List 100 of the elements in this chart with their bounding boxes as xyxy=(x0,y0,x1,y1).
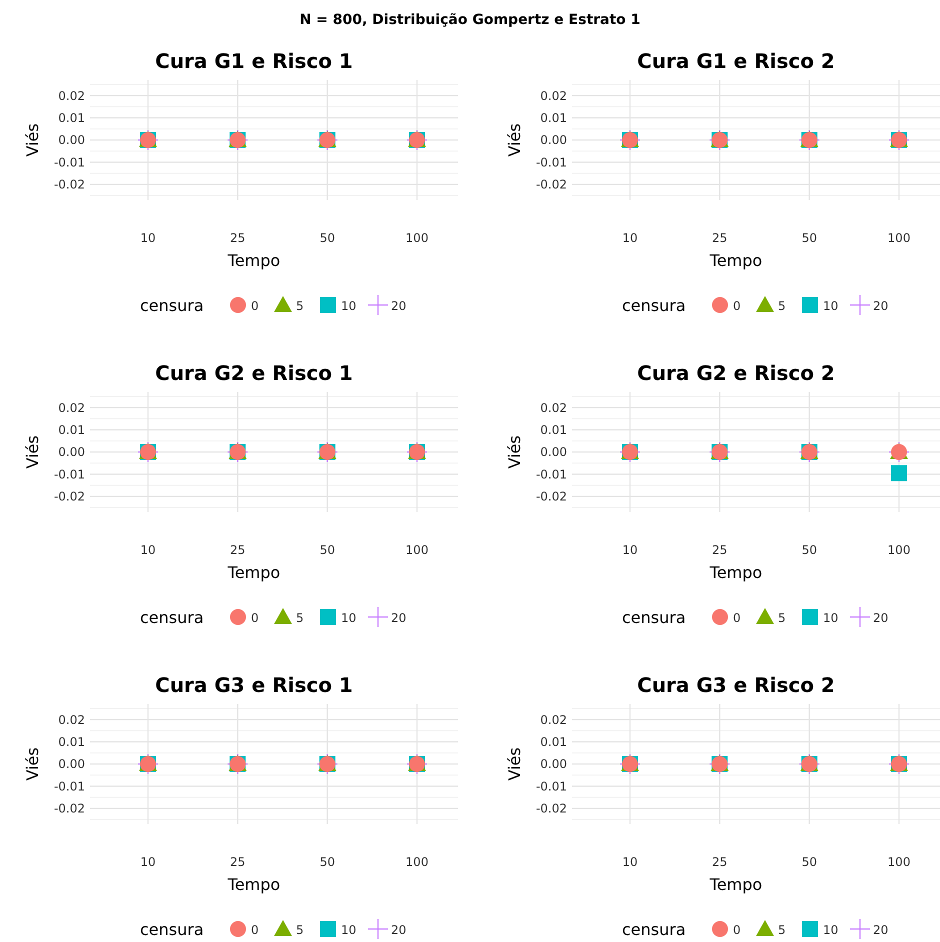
legend-label: 20 xyxy=(873,923,888,937)
y-tick-label: -0.02 xyxy=(536,490,567,504)
x-axis-title: Tempo xyxy=(226,563,280,582)
x-axis-title: Tempo xyxy=(708,563,762,582)
legend-label: 0 xyxy=(733,611,741,625)
x-axis-title: Tempo xyxy=(708,875,762,894)
legend-label: 10 xyxy=(823,299,838,313)
x-tick-label: 25 xyxy=(230,543,246,557)
y-tick-label: -0.01 xyxy=(54,155,85,170)
x-axis-title: Tempo xyxy=(226,251,280,270)
x-tick-label: 10 xyxy=(140,855,156,869)
legend-title: censura xyxy=(140,920,204,939)
x-axis-title: Tempo xyxy=(226,875,280,894)
y-tick-label: -0.01 xyxy=(54,467,85,482)
legend-label: 20 xyxy=(873,611,888,625)
x-tick-label: 25 xyxy=(712,231,728,245)
y-tick-label: 0.01 xyxy=(540,422,567,437)
x-tick-label: 50 xyxy=(802,231,817,245)
y-tick-label: -0.01 xyxy=(54,779,85,794)
x-tick-label: 100 xyxy=(888,543,910,557)
x-tick-label: 25 xyxy=(712,543,728,557)
x-tick-label: 50 xyxy=(802,543,817,557)
y-tick-label: 0.01 xyxy=(540,734,567,749)
y-tick-label: 0.02 xyxy=(58,712,85,727)
y-tick-label: 0.02 xyxy=(540,88,567,103)
x-tick-label: 100 xyxy=(406,543,428,557)
legend-label: 5 xyxy=(778,611,786,625)
x-tick-label: 10 xyxy=(140,543,156,557)
y-tick-label: 0.02 xyxy=(540,400,567,415)
y-axis-title: Viés xyxy=(505,747,524,781)
chart-title: Cura G1 e Risco 2 xyxy=(637,49,835,73)
legend-title: censura xyxy=(622,608,686,627)
y-tick-label: -0.01 xyxy=(536,155,567,170)
legend-label: 0 xyxy=(251,299,259,313)
x-tick-label: 100 xyxy=(406,855,428,869)
chart-title: Cura G2 e Risco 2 xyxy=(637,361,835,385)
y-tick-label: -0.02 xyxy=(54,490,85,504)
y-tick-label: 0.00 xyxy=(58,445,85,460)
legend-label: 20 xyxy=(391,611,406,625)
x-tick-label: 10 xyxy=(140,231,156,245)
x-tick-label: 10 xyxy=(622,855,638,869)
x-tick-label: 25 xyxy=(712,855,728,869)
legend-label: 10 xyxy=(341,299,356,313)
chart-title: Cura G2 e Risco 1 xyxy=(155,361,353,385)
x-tick-label: 25 xyxy=(230,855,246,869)
legend-title: censura xyxy=(140,608,204,627)
y-tick-label: -0.02 xyxy=(536,802,567,816)
legend-label: 5 xyxy=(778,299,786,313)
chart-title: Cura G1 e Risco 1 xyxy=(155,49,353,73)
y-axis-title: Viés xyxy=(23,123,42,157)
legend-label: 5 xyxy=(296,611,304,625)
legend-title: censura xyxy=(622,296,686,315)
chart-title: Cura G3 e Risco 1 xyxy=(155,673,353,697)
y-axis-title: Viés xyxy=(23,747,42,781)
y-tick-label: 0.01 xyxy=(58,422,85,437)
y-tick-label: 0.00 xyxy=(540,133,567,148)
legend-label: 10 xyxy=(341,611,356,625)
x-tick-label: 50 xyxy=(320,231,335,245)
y-tick-label: 0.00 xyxy=(540,757,567,772)
y-axis-title: Viés xyxy=(23,435,42,469)
legend-label: 10 xyxy=(823,611,838,625)
y-tick-label: 0.02 xyxy=(58,400,85,415)
legend-label: 20 xyxy=(391,923,406,937)
legend-label: 10 xyxy=(341,923,356,937)
x-tick-label: 50 xyxy=(320,855,335,869)
x-tick-label: 10 xyxy=(622,543,638,557)
y-tick-label: 0.02 xyxy=(540,712,567,727)
legend-title: censura xyxy=(140,296,204,315)
x-tick-label: 50 xyxy=(320,543,335,557)
x-tick-label: 10 xyxy=(622,231,638,245)
y-tick-label: 0.01 xyxy=(58,734,85,749)
y-tick-label: 0.00 xyxy=(58,133,85,148)
legend-label: 10 xyxy=(823,923,838,937)
y-tick-label: -0.02 xyxy=(54,178,85,192)
chart-title: Cura G3 e Risco 2 xyxy=(637,673,835,697)
text: N = 800, Distribuição Gompertz e Estrato 1 xyxy=(300,12,640,28)
y-tick-label: 0.00 xyxy=(540,445,567,460)
y-axis-title: Viés xyxy=(505,123,524,157)
y-tick-label: -0.02 xyxy=(54,802,85,816)
y-tick-label: -0.01 xyxy=(536,467,567,482)
legend-label: 5 xyxy=(296,299,304,313)
legend-label: 5 xyxy=(296,923,304,937)
x-tick-label: 100 xyxy=(888,231,910,245)
y-tick-label: 0.00 xyxy=(58,757,85,772)
y-tick-label: 0.01 xyxy=(58,110,85,125)
x-tick-label: 25 xyxy=(230,231,246,245)
x-axis-title: Tempo xyxy=(708,251,762,270)
y-tick-label: 0.02 xyxy=(58,88,85,103)
legend-label: 20 xyxy=(391,299,406,313)
legend-label: 0 xyxy=(733,923,741,937)
legend-label: 0 xyxy=(251,611,259,625)
x-tick-label: 50 xyxy=(802,855,817,869)
legend-title: censura xyxy=(622,920,686,939)
y-tick-label: -0.02 xyxy=(536,178,567,192)
y-tick-label: -0.01 xyxy=(536,779,567,794)
legend-label: 5 xyxy=(778,923,786,937)
x-tick-label: 100 xyxy=(406,231,428,245)
legend-label: 0 xyxy=(251,923,259,937)
x-tick-label: 100 xyxy=(888,855,910,869)
legend-label: 0 xyxy=(733,299,741,313)
